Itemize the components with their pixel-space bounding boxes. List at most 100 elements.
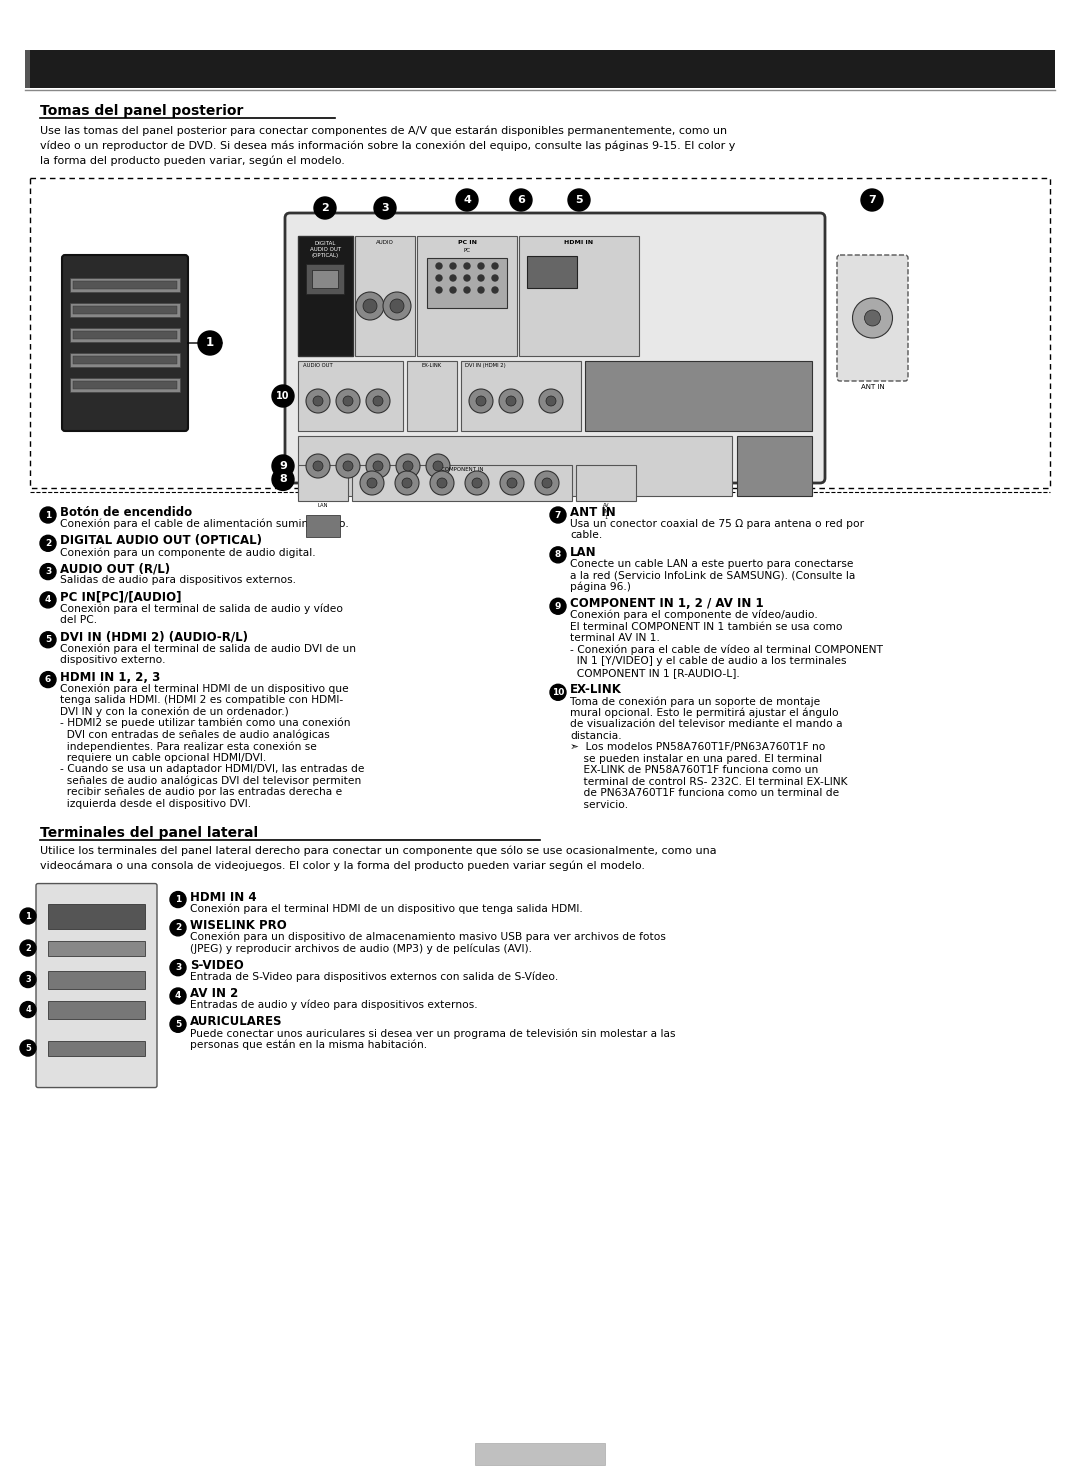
Text: DVI con entradas de señales de audio analógicas: DVI con entradas de señales de audio ana… <box>60 729 329 740</box>
Text: S-VIDEO: S-VIDEO <box>190 959 244 972</box>
Circle shape <box>198 330 222 356</box>
Text: EX-LINK de PN58A760T1F funciona como un: EX-LINK de PN58A760T1F funciona como un <box>570 765 819 775</box>
Circle shape <box>306 388 330 413</box>
Bar <box>73 381 177 388</box>
Text: 1: 1 <box>45 510 51 520</box>
Text: 8: 8 <box>555 550 562 559</box>
Text: personas que están en la misma habitación.: personas que están en la misma habitació… <box>190 1039 427 1051</box>
Text: ➣  Los modelos PN58A760T1F/PN63A760T1F no: ➣ Los modelos PN58A760T1F/PN63A760T1F no <box>570 742 825 753</box>
Text: 1: 1 <box>175 895 181 904</box>
Circle shape <box>430 471 454 495</box>
Circle shape <box>436 288 442 293</box>
Circle shape <box>373 396 383 406</box>
Circle shape <box>363 299 377 313</box>
Text: requiere un cable opcional HDMI/DVI.: requiere un cable opcional HDMI/DVI. <box>60 753 267 763</box>
Text: LAN: LAN <box>318 502 328 508</box>
Text: 5: 5 <box>576 196 583 205</box>
Bar <box>48 904 145 929</box>
Text: Usa un conector coaxial de 75 Ω para antena o red por: Usa un conector coaxial de 75 Ω para ant… <box>570 519 864 529</box>
Circle shape <box>464 288 470 293</box>
Text: 1: 1 <box>25 911 31 920</box>
Circle shape <box>861 190 883 210</box>
Circle shape <box>383 292 411 320</box>
Circle shape <box>433 461 443 471</box>
Text: terminal AV IN 1.: terminal AV IN 1. <box>570 633 660 643</box>
Text: HDMI IN: HDMI IN <box>565 240 594 245</box>
Text: Entrada de S-Video para dispositivos externos con salida de S-Vídeo.: Entrada de S-Video para dispositivos ext… <box>190 971 558 983</box>
Circle shape <box>170 960 186 975</box>
Circle shape <box>550 547 566 563</box>
Bar <box>461 362 581 431</box>
Bar <box>417 236 517 356</box>
Text: recibir señales de audio por las entradas derecha e: recibir señales de audio por las entrada… <box>60 787 342 797</box>
Circle shape <box>396 453 420 479</box>
Circle shape <box>403 461 413 471</box>
Text: 4: 4 <box>463 196 471 205</box>
Text: AUDIO OUT (R/L): AUDIO OUT (R/L) <box>60 563 171 575</box>
Circle shape <box>464 262 470 270</box>
Bar <box>73 305 177 314</box>
Circle shape <box>360 471 384 495</box>
Circle shape <box>864 310 880 326</box>
Circle shape <box>395 471 419 495</box>
Bar <box>30 178 1050 488</box>
Text: cable.: cable. <box>570 531 603 541</box>
Circle shape <box>373 461 383 471</box>
Text: 3: 3 <box>175 963 181 972</box>
Bar <box>48 1040 145 1055</box>
Text: Botón de encendido: Botón de encendido <box>60 505 192 519</box>
Circle shape <box>40 671 56 688</box>
Bar <box>25 50 30 87</box>
Circle shape <box>343 461 353 471</box>
Circle shape <box>478 276 484 282</box>
Text: del PC.: del PC. <box>60 615 97 625</box>
Circle shape <box>40 563 56 579</box>
Circle shape <box>40 591 56 608</box>
Circle shape <box>478 262 484 270</box>
Circle shape <box>272 455 294 477</box>
Circle shape <box>492 288 498 293</box>
Circle shape <box>426 453 450 479</box>
Circle shape <box>472 479 482 488</box>
Bar <box>427 258 507 308</box>
Text: de visualización del televisor mediante el mando a: de visualización del televisor mediante … <box>570 719 842 729</box>
Text: COMPONENT IN 1 [R-AUDIO-L].: COMPONENT IN 1 [R-AUDIO-L]. <box>570 668 740 677</box>
Text: Español - 7: Español - 7 <box>505 1448 575 1460</box>
Text: 4: 4 <box>25 1005 31 1014</box>
Circle shape <box>437 479 447 488</box>
Text: independientes. Para realizar esta conexión se: independientes. Para realizar esta conex… <box>60 741 316 751</box>
Text: Conexión para un componente de audio digital.: Conexión para un componente de audio dig… <box>60 547 315 557</box>
Circle shape <box>272 385 294 408</box>
Text: página 96.): página 96.) <box>570 582 631 593</box>
Circle shape <box>343 396 353 406</box>
Bar <box>519 236 639 356</box>
Text: distancia.: distancia. <box>570 731 622 741</box>
Circle shape <box>499 388 523 413</box>
Text: Use las tomas del panel posterior para conectar componentes de A/V que estarán d: Use las tomas del panel posterior para c… <box>40 126 735 166</box>
Bar <box>352 465 572 501</box>
Circle shape <box>550 599 566 614</box>
Text: PC: PC <box>463 247 471 253</box>
Text: 2: 2 <box>45 539 51 548</box>
Circle shape <box>367 479 377 488</box>
Text: WISELINK PRO: WISELINK PRO <box>190 919 287 932</box>
Bar <box>25 50 1055 87</box>
Text: 7: 7 <box>868 196 876 205</box>
Text: Entradas de audio y vídeo para dispositivos externos.: Entradas de audio y vídeo para dispositi… <box>190 1000 477 1011</box>
Text: 4: 4 <box>44 596 51 605</box>
Text: COMPONENT IN: COMPONENT IN <box>441 467 483 471</box>
Circle shape <box>465 471 489 495</box>
Text: Conexión para el terminal de salida de audio DVI de un: Conexión para el terminal de salida de a… <box>60 643 356 654</box>
Circle shape <box>476 396 486 406</box>
Circle shape <box>539 388 563 413</box>
Text: (JPEG) y reproducir archivos de audio (MP3) y de películas (AVI).: (JPEG) y reproducir archivos de audio (M… <box>190 943 532 953</box>
Text: Conexión para un dispositivo de almacenamiento masivo USB para ver archivos de f: Conexión para un dispositivo de almacena… <box>190 932 666 943</box>
Text: servicio.: servicio. <box>570 800 629 811</box>
Circle shape <box>21 1002 36 1018</box>
Circle shape <box>21 908 36 925</box>
Circle shape <box>507 396 516 406</box>
Circle shape <box>450 262 456 270</box>
Circle shape <box>170 892 186 907</box>
Circle shape <box>450 288 456 293</box>
Text: DIGITAL AUDIO OUT (OPTICAL): DIGITAL AUDIO OUT (OPTICAL) <box>60 535 262 547</box>
